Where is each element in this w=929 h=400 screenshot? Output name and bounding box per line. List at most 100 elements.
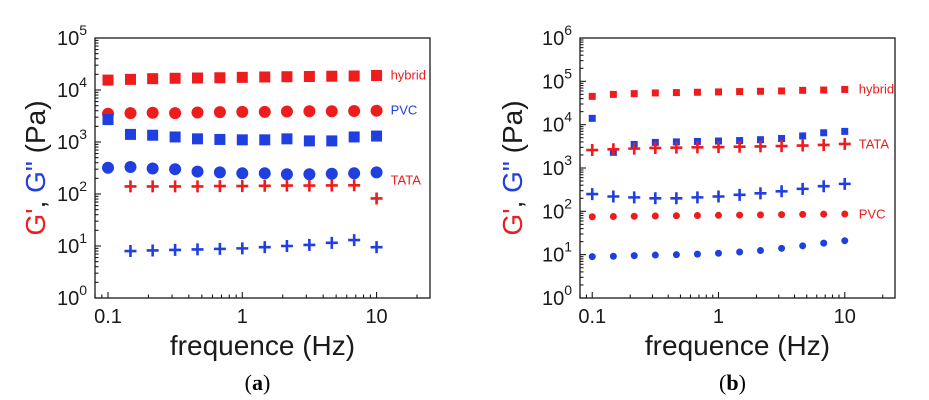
data-point	[124, 73, 136, 85]
y-tick-label: 101	[57, 230, 87, 258]
data-point	[303, 168, 316, 181]
data-point	[146, 162, 159, 175]
series-label: PVC	[859, 206, 886, 221]
data-point	[756, 136, 764, 144]
data-point	[348, 234, 361, 247]
data-point	[693, 88, 701, 96]
data-point	[325, 167, 338, 180]
y-tick-exponent: 6	[564, 22, 572, 38]
data-point	[280, 240, 293, 252]
y-tick-label: 100	[542, 282, 572, 310]
caption-open-paren: (	[719, 370, 726, 395]
y-tick-label: 101	[542, 239, 572, 267]
y-axis-label-part: G"	[20, 161, 51, 193]
series-5	[588, 237, 849, 261]
data-point	[670, 192, 683, 205]
data-point	[775, 185, 788, 198]
y-tick-base: 10	[542, 201, 564, 223]
data-point	[124, 245, 137, 258]
data-point	[588, 114, 596, 122]
data-point	[124, 128, 136, 140]
data-point	[628, 142, 641, 155]
series-3	[102, 161, 383, 181]
data-point	[672, 251, 680, 259]
data-point	[838, 177, 851, 190]
y-tick-label: 104	[542, 109, 572, 137]
data-point	[817, 180, 830, 193]
data-point	[670, 141, 683, 154]
data-point	[817, 138, 830, 151]
data-point	[838, 137, 851, 150]
data-point	[799, 242, 807, 250]
data-point	[213, 242, 226, 255]
data-point	[124, 180, 137, 193]
data-point	[841, 127, 849, 135]
data-point	[796, 182, 809, 195]
data-point	[607, 190, 620, 203]
data-point	[736, 211, 744, 219]
data-point	[348, 167, 361, 180]
x-tick-label: 10	[365, 306, 387, 328]
data-point	[370, 192, 383, 205]
x-tick-label: 0.1	[578, 306, 606, 328]
data-point	[588, 213, 596, 221]
data-point	[672, 212, 680, 220]
y-tick-exponent: 2	[564, 195, 572, 211]
data-point	[733, 188, 746, 201]
data-point	[213, 166, 226, 179]
data-point	[280, 105, 293, 118]
data-point	[714, 211, 722, 219]
series-0: hybrid	[588, 81, 894, 100]
data-point	[586, 144, 599, 157]
data-point	[628, 191, 641, 204]
y-tick-exponent: 4	[564, 109, 572, 125]
x-tick-label: 10	[834, 306, 856, 328]
y-tick-label: 100	[57, 282, 87, 310]
y-axis-label-part: (Pa)	[20, 100, 51, 161]
data-point	[775, 140, 788, 153]
data-point	[303, 70, 315, 82]
data-point	[146, 180, 159, 193]
series-label: TATA	[391, 173, 422, 188]
data-point	[169, 163, 182, 176]
data-point	[630, 90, 638, 98]
data-point	[191, 165, 204, 178]
data-point	[325, 236, 338, 249]
series-label: hybrid	[391, 68, 426, 83]
y-tick-label: 103	[57, 126, 87, 154]
data-point	[714, 88, 722, 96]
y-tick-base: 10	[542, 115, 564, 137]
data-point	[259, 71, 271, 83]
series-1	[102, 104, 383, 120]
data-point	[609, 90, 617, 98]
data-point	[370, 241, 383, 254]
data-point	[691, 191, 704, 204]
data-point	[651, 251, 659, 259]
series-2: TATA	[586, 136, 889, 157]
y-tick-base: 10	[57, 288, 79, 310]
data-point	[820, 129, 828, 137]
data-point	[586, 188, 599, 201]
data-point	[326, 135, 338, 147]
y-tick-base: 10	[542, 288, 564, 310]
caption-letter: b	[726, 370, 738, 395]
data-point	[756, 246, 764, 254]
data-point	[693, 250, 701, 258]
data-point	[191, 106, 204, 119]
data-point	[213, 106, 226, 119]
y-tick-base: 10	[542, 245, 564, 267]
data-point	[630, 252, 638, 260]
data-point	[214, 133, 226, 145]
y-tick-exponent: 4	[79, 74, 87, 90]
data-point	[236, 105, 249, 118]
data-point	[146, 244, 159, 257]
data-point	[841, 237, 849, 245]
data-point	[691, 141, 704, 154]
data-point	[147, 129, 159, 141]
data-point	[236, 167, 249, 180]
data-point	[736, 88, 744, 96]
x-axis: 0.1 1 10	[94, 292, 418, 328]
y-tick-exponent: 5	[564, 65, 572, 81]
data-point	[609, 252, 617, 260]
